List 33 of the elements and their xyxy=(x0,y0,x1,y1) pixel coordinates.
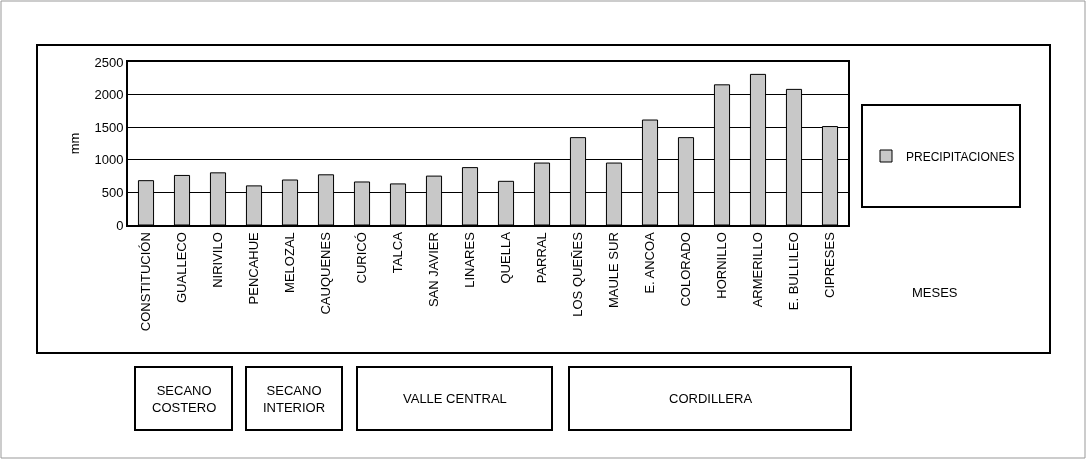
x-tick-label: PENCAHUE xyxy=(246,231,262,305)
x-tick-label: SAN JAVIER xyxy=(426,232,442,308)
x-tick-label: ARMERILLO xyxy=(750,232,766,308)
x-tick-label: COLORADO xyxy=(678,232,694,307)
x-tick-label: LOS QUEÑES xyxy=(570,231,586,317)
x-tick-label: GUALLECO xyxy=(174,232,190,304)
x-tick-label: QUELLA xyxy=(498,231,514,284)
y-tick-label: 2000 xyxy=(94,87,124,103)
y-tick-label: 0 xyxy=(116,217,124,233)
legend-label: PRECIPITACIONES xyxy=(906,149,1015,164)
text: SECANO INTERIOR xyxy=(263,383,326,415)
y-tick-label: 1500 xyxy=(94,119,124,135)
x-tick-label: PARRAL xyxy=(534,232,550,284)
text: MESES xyxy=(912,285,958,300)
x-tick-label: TALCA xyxy=(390,231,406,274)
x-tick-label: CONSTITUCIÓN xyxy=(138,232,154,332)
y-tick-label: 2500 xyxy=(94,54,124,70)
x-tick-label: LINARES xyxy=(462,231,478,288)
y-tick-label: 1000 xyxy=(94,152,124,168)
y-axis-title: mm xyxy=(66,132,82,155)
x-tick-label: HORNILLO xyxy=(714,232,730,299)
text: CORDILLERA xyxy=(669,391,753,406)
x-tick-label: NIRIVILO xyxy=(210,232,226,288)
text: SECANO COSTERO xyxy=(152,383,217,415)
text: VALLE CENTRAL xyxy=(403,391,507,406)
x-tick-label: CURICÓ xyxy=(354,232,370,284)
x-tick-label: MAULE SUR xyxy=(606,232,622,309)
y-tick-label: 500 xyxy=(101,184,124,200)
x-tick-label: E. ANCOA xyxy=(642,231,658,294)
x-tick-label: CIPRESES xyxy=(822,231,838,298)
x-tick-label: MELOZAL xyxy=(282,232,298,293)
x-tick-label: E. BULLILEO xyxy=(786,232,802,311)
x-tick-label: CAUQUENES xyxy=(318,231,334,315)
